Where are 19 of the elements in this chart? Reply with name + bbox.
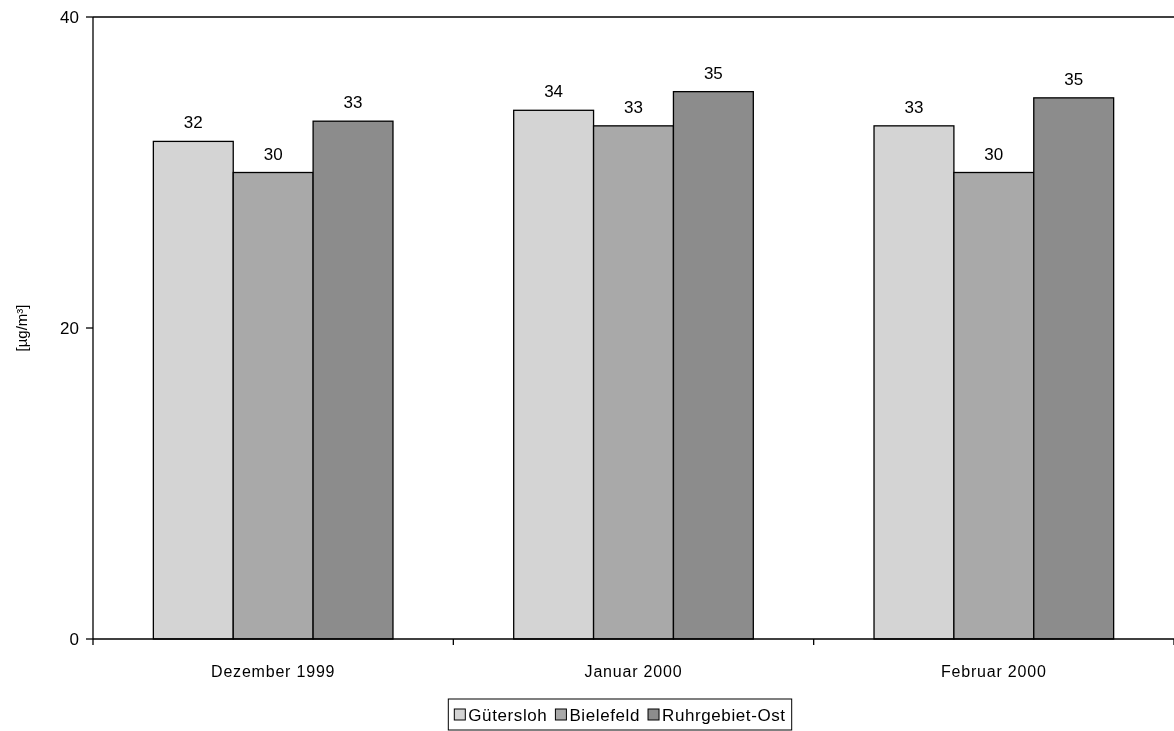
data-label: 30 bbox=[263, 144, 283, 164]
data-label: 35 bbox=[1064, 69, 1084, 89]
data-label: 30 bbox=[984, 144, 1004, 164]
x-tick-label: Februar 2000 bbox=[941, 663, 1047, 680]
x-tick-label: Dezember 1999 bbox=[211, 663, 336, 680]
legend-label: Ruhrgebiet-Ost bbox=[662, 706, 786, 725]
y-tick-label: 20 bbox=[60, 318, 79, 338]
data-label: 33 bbox=[624, 97, 643, 117]
data-label: 32 bbox=[183, 113, 203, 133]
y-axis-title: [µg/m³] bbox=[13, 304, 31, 352]
data-label: 33 bbox=[904, 97, 924, 117]
data-label: 34 bbox=[544, 82, 564, 102]
data-label: 35 bbox=[703, 63, 723, 83]
legend-label: Gütersloh bbox=[468, 706, 548, 725]
data-label: 33 bbox=[343, 93, 363, 113]
legend-label: Bielefeld bbox=[569, 706, 641, 725]
y-tick-label: 0 bbox=[69, 629, 79, 649]
x-tick-label: Januar 2000 bbox=[584, 663, 683, 680]
y-tick-label: 40 bbox=[60, 7, 79, 27]
